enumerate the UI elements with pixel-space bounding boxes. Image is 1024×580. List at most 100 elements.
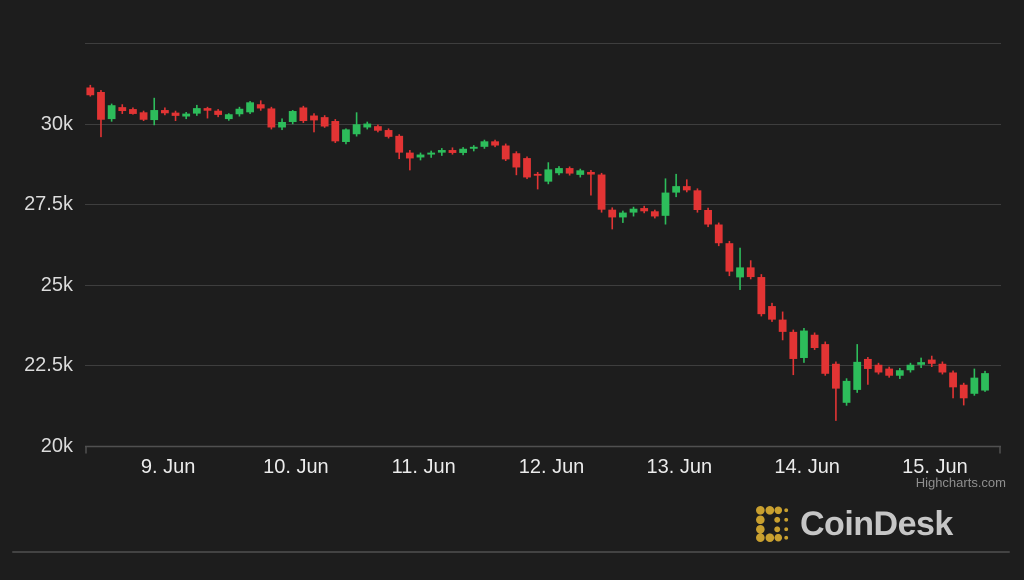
candle-body	[618, 212, 627, 218]
candle-body	[768, 306, 776, 320]
candle-body	[629, 208, 638, 213]
candle-body	[331, 121, 340, 142]
candle-down	[256, 100, 265, 111]
candle-down	[863, 357, 872, 385]
candle-body	[672, 186, 681, 193]
candle-up	[235, 106, 244, 117]
candle-down	[693, 188, 702, 213]
candle-up	[182, 111, 191, 120]
candle-body	[97, 92, 105, 120]
candle-down	[597, 172, 606, 213]
candle-up	[107, 103, 116, 122]
x-axis-label: 12. Jun	[518, 456, 585, 478]
candle-down	[160, 107, 169, 116]
candle-up	[469, 145, 478, 152]
price-chart	[85, 43, 1001, 454]
candle-body	[160, 110, 169, 114]
candle-up	[459, 147, 468, 156]
candle-down	[203, 106, 212, 119]
candle-body	[650, 211, 659, 217]
candle-down	[267, 106, 276, 130]
candle-down	[810, 332, 819, 350]
candle-body	[129, 109, 137, 114]
candle-body	[800, 330, 808, 358]
candle-body	[235, 108, 244, 115]
candle-body	[863, 358, 872, 369]
candle-body	[256, 104, 265, 109]
candle-down	[757, 274, 766, 317]
candle-body	[86, 87, 95, 96]
candle-body	[608, 209, 617, 218]
coindesk-logo: CoinDesk	[755, 505, 953, 543]
candle-down	[299, 105, 308, 123]
candle-body	[981, 373, 989, 391]
candle-down	[949, 370, 957, 399]
candle-down	[725, 240, 734, 277]
candle-body	[107, 105, 116, 120]
candle-down	[512, 151, 521, 176]
x-axis-label: 10. Jun	[263, 456, 329, 478]
candle-down	[395, 134, 404, 160]
candle-up	[895, 367, 904, 379]
candle-body	[757, 277, 766, 315]
x-axis-label: 11. Jun	[391, 456, 456, 478]
candle-up	[906, 362, 915, 373]
y-axis-label: 27.5k	[24, 193, 73, 216]
candle-body	[853, 361, 862, 390]
candle-up	[618, 210, 627, 223]
candle-body	[927, 359, 936, 364]
x-axis-label: 13. Jun	[646, 456, 713, 478]
candle-body	[288, 111, 297, 122]
candle-down	[97, 90, 105, 138]
candle-down	[768, 302, 776, 322]
candle-body	[299, 107, 308, 122]
candle-body	[182, 113, 191, 117]
candle-body	[480, 141, 489, 147]
candle-up	[661, 178, 670, 225]
candle-up	[437, 148, 446, 156]
candle-up	[192, 104, 201, 116]
candle-body	[810, 334, 819, 348]
candle-body	[416, 154, 425, 158]
coindesk-wordmark: CoinDesk	[800, 505, 953, 543]
candle-down	[565, 166, 574, 176]
candle-up	[224, 113, 233, 121]
footer-divider	[12, 551, 1010, 553]
candle-down	[650, 209, 659, 219]
candle-body	[842, 380, 851, 403]
candle-body	[352, 124, 361, 135]
candle-down	[587, 170, 595, 196]
candle-body	[565, 168, 574, 174]
x-axis-label: 15. Jun	[902, 456, 968, 478]
candle-up	[970, 368, 979, 396]
candle-body	[469, 146, 478, 149]
candle-down	[608, 207, 617, 230]
candle-body	[150, 110, 159, 121]
x-axis-label: 9. Jun	[140, 456, 196, 478]
candle-down	[384, 128, 393, 139]
candle-down	[874, 362, 883, 375]
candle-body	[640, 208, 649, 212]
candle-body	[917, 362, 926, 365]
candle-down	[139, 110, 148, 122]
candle-up	[576, 168, 585, 178]
candle-body	[384, 130, 393, 137]
highcharts-credit-link[interactable]: Highcharts.com	[915, 475, 1006, 490]
candle-body	[320, 117, 329, 127]
coindesk-icon	[756, 505, 789, 543]
candle-body	[310, 115, 318, 121]
candle-body	[214, 110, 223, 115]
candle-body	[171, 112, 180, 116]
x-axis-label: 14. Jun	[774, 456, 840, 478]
candle-up	[853, 344, 862, 393]
candle-body	[523, 158, 531, 178]
candle-body	[203, 108, 212, 111]
candle-down	[118, 104, 127, 114]
candle-body	[778, 319, 787, 332]
candle-down	[129, 107, 137, 115]
candle-down	[885, 366, 894, 378]
candle-down	[640, 205, 649, 214]
candle-up	[352, 112, 361, 137]
candle-up	[427, 150, 436, 158]
